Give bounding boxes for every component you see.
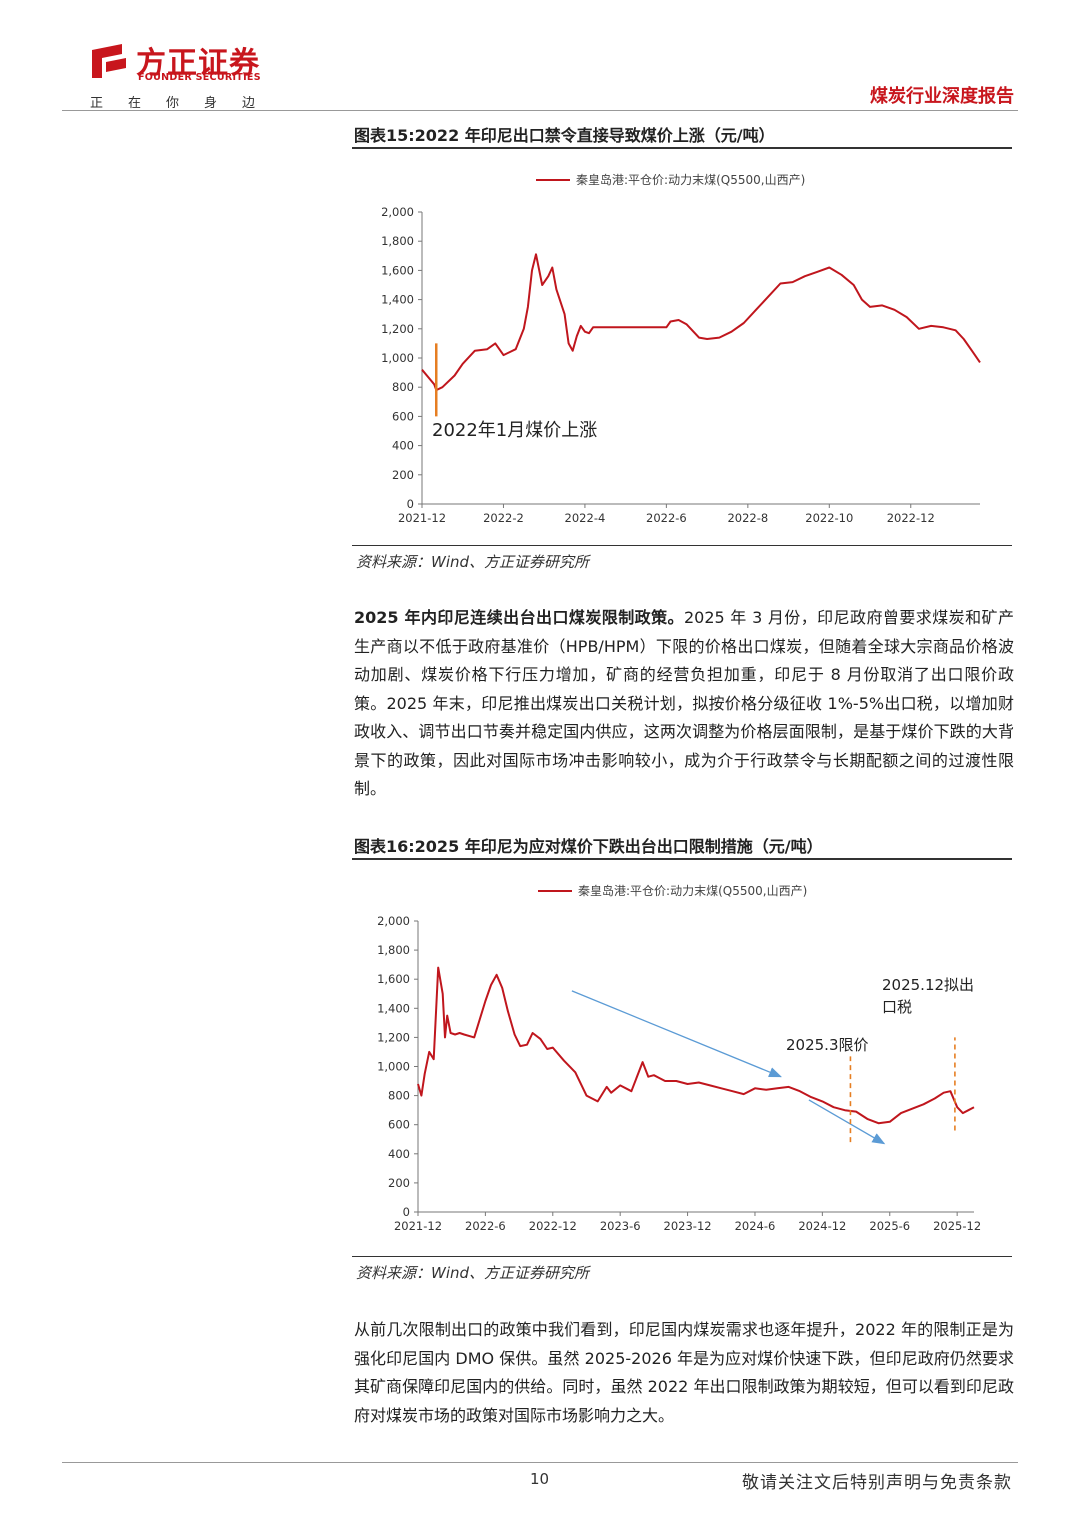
x-tick-label: 2025-12: [933, 1219, 981, 1233]
y-tick-label: 1,400: [377, 1001, 410, 1015]
y-tick-label: 200: [392, 468, 414, 482]
y-tick-label: 200: [388, 1176, 410, 1190]
logo-english: FOUNDER SECURITIES: [138, 72, 261, 83]
slogan: 正在你身边: [90, 92, 280, 111]
y-tick-label: 2,000: [377, 914, 410, 928]
legend-label: 秦皇岛港:平仓价:动力末煤(Q5500,山西产): [576, 172, 805, 187]
body-paragraph-1: 2025 年内印尼连续出台出口煤炭限制政策。2025 年 3 月份，印尼政府曾要…: [354, 604, 1014, 804]
export-tax-annotation: 2025.12拟出口税: [882, 976, 974, 1016]
y-tick-label: 400: [392, 439, 414, 453]
y-tick-label: 2,000: [381, 205, 414, 219]
figure16-source: 资料来源：Wind、方正证券研究所: [356, 1264, 590, 1282]
x-tick-label: 2021-12: [398, 511, 446, 525]
y-tick-label: 1,800: [377, 943, 410, 957]
disclaimer-link[interactable]: 敬请关注文后特别声明与免责条款: [742, 1473, 1012, 1493]
body-paragraph-2: 从前几次限制出口的政策中我们看到，印尼国内煤炭需求也逐年提升，2022 年的限制…: [354, 1320, 1014, 1425]
y-tick-label: 1,600: [377, 972, 410, 986]
x-tick-label: 2022-4: [565, 511, 606, 525]
paragraph-text: 2025 年 3 月份，印尼政府曾要求煤炭和矿产生产商以不低于政府基准价（HPB…: [354, 608, 1014, 798]
slogan-char: 身: [204, 96, 218, 111]
y-tick-label: 600: [392, 409, 414, 423]
figure15-top-rule: [352, 147, 1012, 149]
legend-label: 秦皇岛港:平仓价:动力末煤(Q5500,山西产): [578, 883, 807, 898]
y-tick-label: 1,000: [381, 351, 414, 365]
x-tick-label: 2024-12: [798, 1219, 846, 1233]
slogan-char: 边: [242, 96, 256, 111]
x-tick-label: 2022-6: [465, 1219, 506, 1233]
x-tick-label: 2023-12: [664, 1219, 712, 1233]
figure16-bottom-rule: [352, 1256, 1012, 1257]
y-tick-label: 600: [388, 1118, 410, 1132]
y-tick-label: 800: [388, 1089, 410, 1103]
y-tick-label: 1,800: [381, 234, 414, 248]
slogan-char: 在: [128, 96, 142, 111]
x-tick-label: 2022-6: [646, 511, 687, 525]
y-tick-label: 1,200: [377, 1030, 410, 1044]
y-tick-label: 0: [403, 1205, 410, 1219]
x-tick-label: 2022-12: [887, 511, 935, 525]
figure15-source: 资料来源：Wind、方正证券研究所: [356, 553, 590, 571]
x-tick-label: 2022-8: [727, 511, 768, 525]
y-tick-label: 1,600: [381, 263, 414, 277]
y-tick-label: 1,000: [377, 1060, 410, 1074]
y-tick-label: 1,200: [381, 322, 414, 336]
trend-arrow: [571, 990, 783, 1078]
header-divider: [62, 110, 1018, 111]
slogan-char: 你: [166, 96, 180, 111]
event-annotation: 2022年1月煤价上涨: [432, 420, 597, 441]
x-tick-label: 2023-6: [600, 1219, 641, 1233]
paragraph-lead: 2025 年内印尼连续出台出口煤炭限制政策。: [354, 608, 684, 627]
price-cap-annotation: 2025.3限价: [786, 1036, 869, 1054]
figure15-bottom-rule: [352, 545, 1012, 546]
x-tick-label: 2025-6: [869, 1219, 910, 1233]
footer-divider: [62, 1462, 1018, 1463]
slogan-char: 正: [90, 96, 104, 111]
figure15-chart: 秦皇岛港:平仓价:动力末煤(Q5500,山西产) 0 200 400 600 800 1,0…: [381, 172, 981, 525]
y-tick-label: 0: [407, 497, 414, 511]
x-tick-label: 2021-12: [394, 1219, 442, 1233]
y-tick-label: 1,400: [381, 293, 414, 307]
x-tick-label: 2022-12: [529, 1219, 577, 1233]
figure16-top-rule: [352, 858, 1012, 860]
x-tick-label: 2024-6: [735, 1219, 776, 1233]
founder-logo-icon: [92, 44, 126, 78]
figure16-title: 图表16:2025 年印尼为应对煤价下跌出台出口限制措施（元/吨）: [354, 837, 823, 856]
y-tick-label: 400: [388, 1147, 410, 1161]
price-series-line: [421, 253, 981, 392]
page-number: 10: [530, 1470, 550, 1488]
y-tick-label: 800: [392, 380, 414, 394]
trend-arrow: [808, 1099, 886, 1145]
figure16-chart: 秦皇岛港:平仓价:动力末煤(Q5500,山西产) 0 200 400 600 800 1,0…: [377, 883, 981, 1233]
report-type: 煤炭行业深度报告: [870, 86, 1014, 107]
price-series-line: [417, 966, 975, 1125]
logo-chinese: 方正证券: [136, 46, 260, 81]
x-tick-label: 2022-2: [483, 511, 524, 525]
x-tick-label: 2022-10: [805, 511, 853, 525]
figure15-title: 图表15:2022 年印尼出口禁令直接导致煤价上涨（元/吨）: [354, 126, 775, 145]
